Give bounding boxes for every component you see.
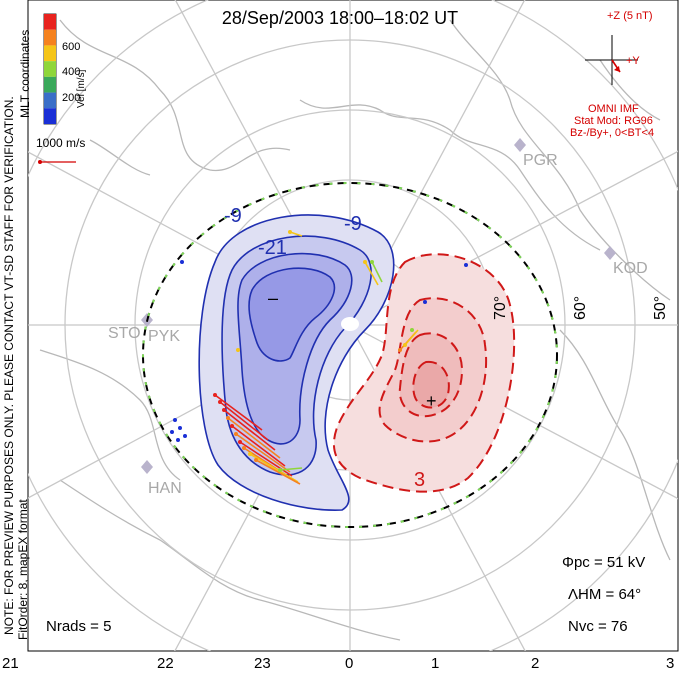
mlt-tick-3: 3: [666, 655, 675, 672]
colorbar-swatch: [44, 76, 56, 93]
mlt-tick-0: 0: [345, 655, 354, 672]
pole-gap: [341, 317, 359, 331]
station-pgr: PGR: [523, 152, 558, 169]
mlt-tick-21: 21: [2, 655, 19, 672]
dawn-cell: [332, 253, 516, 493]
dusk-cell-minimum: –: [268, 288, 279, 308]
station-sto: STO: [108, 325, 141, 342]
mlt-tick-1: 1: [431, 655, 440, 672]
velocity-colorbar: [43, 13, 57, 125]
lat-label-60: 60°: [572, 295, 589, 320]
coords-label: MLT coordinates: [18, 29, 32, 118]
contour-label-right: -9: [344, 213, 362, 235]
contour-label-left: -9: [224, 205, 242, 227]
colorbar-swatch: [44, 108, 56, 124]
lat-label-50: 50°: [652, 295, 669, 320]
colorbar-swatch: [44, 61, 56, 77]
map-title: 28/Sep/2003 18:00–18:02 UT: [221, 8, 459, 28]
station-pyk: PYK: [148, 328, 181, 345]
imf-condition: Bz-/By+, 0<BT<4: [570, 127, 655, 139]
colorbar-tick-600: 600: [62, 41, 81, 53]
velocity-vectors: [214, 231, 419, 485]
lambda-hm: ΛHM = 64°: [568, 586, 642, 603]
n-rads: Nrads = 5: [46, 618, 112, 635]
colorbar-swatch: [44, 92, 56, 109]
vector-scale-bar: [38, 160, 76, 164]
imf-clock: [585, 35, 638, 85]
lat-label-70: 70°: [492, 295, 509, 320]
colorbar-swatch: [44, 29, 56, 46]
contour-label-dawn: 3: [414, 469, 426, 491]
colorbar-swatch: [44, 45, 56, 62]
fit-order: FitOrder: 8, mapEX format: [16, 499, 30, 640]
station-han: HAN: [148, 480, 182, 497]
coastlines: [39, 19, 671, 641]
colorbar-tick-200: 200: [62, 92, 81, 104]
contour-label-inner: -21: [258, 237, 287, 259]
mlt-tick-23: 23: [254, 655, 271, 672]
station-kod: KOD: [613, 260, 648, 277]
preview-notice: NOTE: FOR PREVIEW PURPOSES ONLY. PLEASE …: [2, 96, 16, 635]
vector-scale-label: 1000 m/s: [36, 136, 86, 150]
imf-z-label: +Z (5 nT): [607, 10, 653, 22]
dusk-cell: [198, 214, 395, 511]
colorbar-tick-400: 400: [62, 66, 81, 78]
vector-origins: [170, 230, 468, 472]
dawn-cell-maximum: +: [426, 391, 437, 411]
imf-source: OMNI IMF: [588, 103, 639, 115]
colorbar-label: Vel [m/s]: [76, 69, 87, 108]
mlt-tick-22: 22: [157, 655, 174, 672]
phi-pc: Φpc = 51 kV: [562, 554, 646, 571]
colorbar-swatch: [44, 14, 56, 30]
mlt-tick-2: 2: [531, 655, 540, 672]
n-vc: Nvc = 76: [568, 618, 628, 635]
hm-boundary-highlight: [142, 182, 558, 528]
imf-y-label: +Y: [626, 55, 640, 67]
imf-model: Stat Mod: RG96: [574, 115, 653, 127]
